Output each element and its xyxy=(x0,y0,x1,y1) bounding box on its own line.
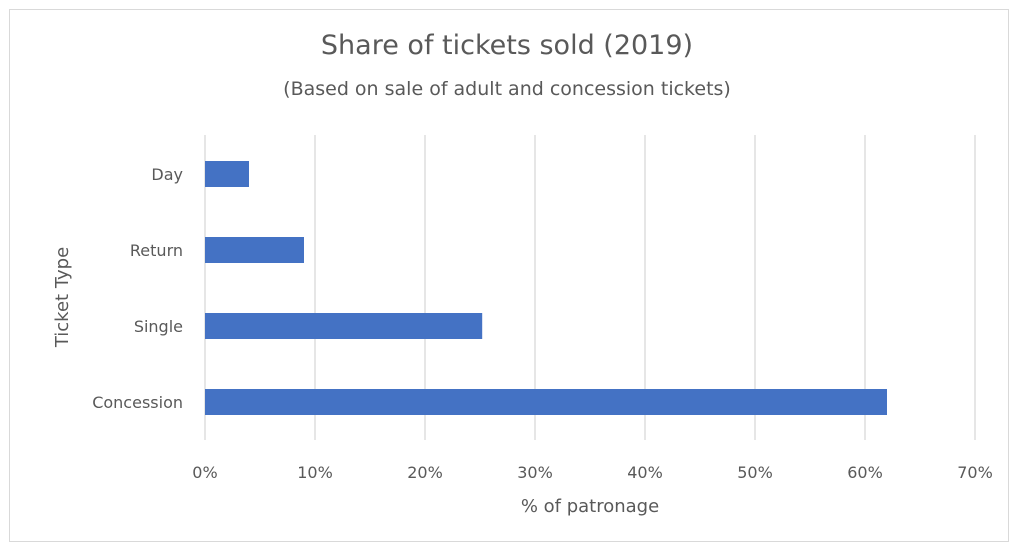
chart-frame xyxy=(9,9,1009,542)
chart-subtitle: (Based on sale of adult and concession t… xyxy=(283,78,731,100)
bar-return xyxy=(205,237,304,263)
x-tick-label: 50% xyxy=(737,463,773,482)
x-tick-label: 10% xyxy=(297,463,333,482)
y-category-label: Concession xyxy=(92,393,183,412)
bars xyxy=(205,161,887,415)
x-tick-label: 0% xyxy=(192,463,217,482)
x-tick-label: 60% xyxy=(847,463,883,482)
bar-single xyxy=(205,313,483,339)
y-axis-title: Ticket Type xyxy=(52,247,73,348)
y-axis-categories: Day Return Single Concession xyxy=(92,165,183,412)
chart-title: Share of tickets sold (2019) xyxy=(320,30,694,61)
y-category-label: Return xyxy=(130,241,183,260)
bar-concession xyxy=(205,389,887,415)
y-category-label: Day xyxy=(151,165,183,184)
y-category-label: Single xyxy=(134,317,183,336)
bar-day xyxy=(205,161,249,187)
x-axis-title: % of patronage xyxy=(521,496,659,517)
x-tick-label: 40% xyxy=(627,463,663,482)
x-axis-ticks: 0% 10% 20% 30% 40% 50% 60% 70% xyxy=(192,463,992,482)
x-tick-label: 30% xyxy=(517,463,553,482)
x-tick-label: 70% xyxy=(957,463,993,482)
x-tick-label: 20% xyxy=(407,463,443,482)
